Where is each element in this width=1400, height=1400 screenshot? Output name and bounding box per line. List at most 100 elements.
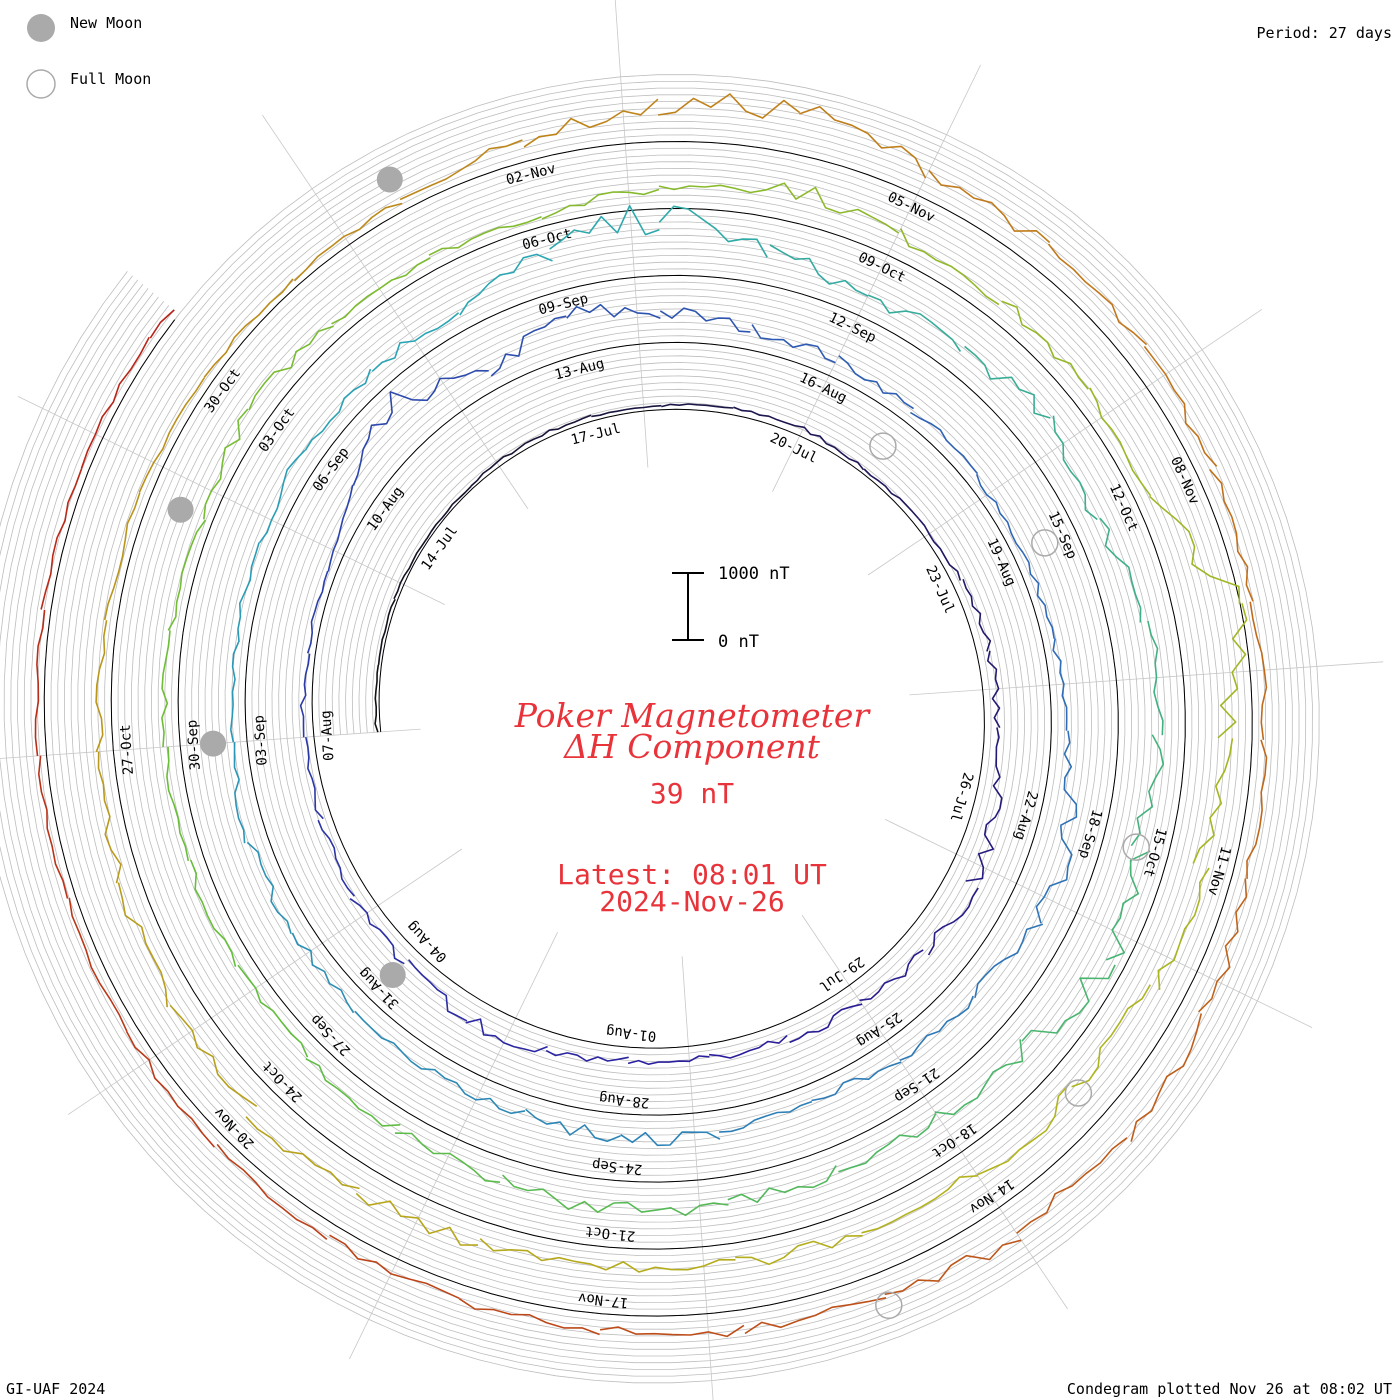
series-segment [149, 309, 175, 339]
series-segment [1021, 964, 1116, 1042]
series-segment [1105, 850, 1151, 961]
legend-new-moon-label: New Moon [70, 14, 142, 32]
series-segment [613, 1201, 729, 1217]
legend-full-moon-label: Full Moon [70, 70, 151, 88]
radial-line [614, 0, 649, 468]
series-segment [354, 1010, 436, 1071]
series-segment [189, 859, 237, 967]
series-segment [620, 1131, 721, 1147]
grid-ring [0, 87, 1307, 1370]
series-segment [117, 882, 168, 1008]
series-segment [1246, 739, 1268, 879]
date-tick-label: 02-Nov [505, 161, 558, 189]
series-segment [861, 1175, 978, 1234]
series-segment [727, 1165, 837, 1203]
radial-line [681, 956, 714, 1400]
series-segment [751, 324, 836, 364]
series-segment [799, 105, 927, 179]
series-segment [1147, 620, 1164, 736]
series-segment [917, 518, 962, 581]
series-segment [304, 368, 372, 452]
series-segment [428, 216, 542, 256]
date-tick-label: 29-Jul [816, 953, 867, 995]
full-moon-marker [875, 1291, 903, 1320]
series-segment [976, 1083, 1070, 1176]
grid-ring [17, 114, 1280, 1343]
series-segment [245, 1116, 360, 1190]
date-tick-label: 13-Aug [553, 356, 606, 384]
date-tick-label: 15-Oct [1140, 826, 1169, 879]
date-tick-label: 22-Aug [1011, 789, 1040, 842]
date-tick-label: 08-Nov [1167, 454, 1202, 507]
series-segment [502, 1174, 614, 1213]
radial-line [17, 396, 445, 605]
series-segment [1130, 734, 1164, 847]
series-segment [138, 377, 206, 493]
grid-ring [37, 134, 1260, 1323]
date-tick-label: 17-Jul [569, 421, 622, 449]
series-segment [523, 98, 659, 148]
series-segment [331, 257, 431, 325]
radial-line [0, 728, 421, 759]
series-segment [525, 1108, 621, 1142]
new-moon-marker [167, 496, 194, 523]
series-segment [393, 538, 428, 600]
series-segment [566, 303, 661, 319]
grid-ring [0, 94, 1300, 1364]
date-tick-label: 23-Jul [922, 563, 957, 616]
series-segment [899, 995, 974, 1061]
date-tick-label: 24-Oct [259, 1057, 306, 1104]
date-tick-label: 26-Jul [947, 770, 976, 823]
series-segment [248, 325, 334, 411]
date-tick-label: 05-Nov [885, 189, 937, 226]
series-segment [927, 887, 979, 956]
date-tick-label: 21-Oct [584, 1223, 636, 1244]
series-segment [389, 369, 489, 402]
series-segment [838, 355, 915, 410]
series-segment [1099, 517, 1142, 623]
chart-title: Poker Magnetometer [514, 696, 872, 735]
series-segment [992, 727, 1003, 809]
date-tick-label: 03-Oct [256, 405, 299, 455]
series-segment [884, 1239, 1022, 1296]
series-segment [1052, 415, 1098, 521]
date-tick-label: 19-Aug [983, 536, 1018, 589]
series-segment [733, 406, 805, 429]
series-segment [658, 205, 768, 258]
series-segment [479, 1238, 607, 1271]
series-segment [329, 1234, 460, 1300]
series-segment [355, 1192, 479, 1246]
full-moon-marker [1031, 529, 1059, 557]
series-segment [1047, 243, 1148, 346]
date-tick-label: 16-Aug [797, 370, 849, 407]
series-segment [661, 403, 734, 409]
series-segment [293, 202, 403, 282]
full-moon-marker [869, 432, 897, 460]
series-segment [490, 315, 567, 377]
series-segment [1016, 1137, 1128, 1234]
latest-time: Latest: 08:01 UT [557, 858, 827, 891]
series-segment [744, 1297, 887, 1335]
series-segment [627, 1055, 710, 1065]
series-segment [169, 1004, 258, 1107]
date-tick-label: 28-Aug [598, 1089, 650, 1110]
series-segment [962, 579, 992, 652]
series-segment [434, 1069, 526, 1115]
series-segment [349, 898, 405, 965]
date-tick-label: 15-Sep [1045, 509, 1080, 562]
series-segment [1157, 867, 1210, 990]
date-tick-label: 04-Aug [404, 918, 451, 965]
series-segment [811, 1061, 902, 1102]
radial-line [867, 309, 1263, 576]
series-segment [166, 746, 190, 861]
series-segment [838, 1113, 937, 1173]
series-segment [40, 468, 83, 610]
series-segment [1001, 300, 1089, 390]
series-segment [1192, 738, 1234, 864]
series-segment [1143, 345, 1218, 467]
series-segment [928, 169, 1051, 244]
series-segment [352, 392, 393, 486]
grid-ring [23, 121, 1273, 1337]
full-moon-icon [26, 69, 56, 99]
